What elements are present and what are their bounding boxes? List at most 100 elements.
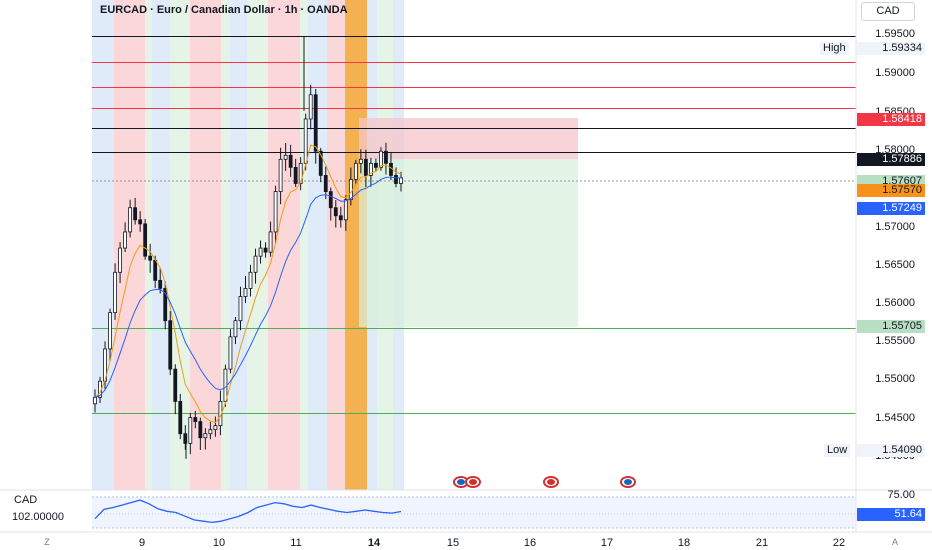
candle-body xyxy=(153,259,158,281)
time-label: 21 xyxy=(755,537,769,549)
candle-body xyxy=(369,162,373,176)
candle-body xyxy=(143,223,148,257)
candle-body xyxy=(358,158,363,164)
price-tick: 1.55500 xyxy=(875,335,915,347)
time-label: 16 xyxy=(523,537,537,549)
orange-price-tag: 1.57570 xyxy=(857,184,925,197)
candle-body xyxy=(399,177,403,184)
low-label: Low xyxy=(824,444,851,457)
candle-body xyxy=(298,162,303,184)
candle-body xyxy=(213,425,218,431)
event-flag-icon[interactable] xyxy=(465,476,481,488)
price-tick: 1.54500 xyxy=(875,412,915,424)
candle-body xyxy=(223,368,228,402)
candle-body xyxy=(338,215,343,221)
session-zone xyxy=(190,0,221,490)
candle-body xyxy=(283,154,288,160)
time-label: 17 xyxy=(600,537,614,549)
price-tick: 1.56000 xyxy=(875,297,915,309)
black-level-tag[interactable]: 1.57886 xyxy=(857,153,925,166)
canada-flag-icon[interactable] xyxy=(543,476,559,488)
session-zones xyxy=(92,0,404,490)
candle-body xyxy=(108,312,112,350)
candle-body xyxy=(93,396,97,405)
candle-body xyxy=(278,158,283,192)
candle-body xyxy=(288,154,293,168)
eu-flag-icon[interactable] xyxy=(620,476,636,488)
oscillator-band xyxy=(92,497,856,528)
candle-body xyxy=(208,429,213,435)
price-tick: 1.55000 xyxy=(875,373,915,385)
session-zone xyxy=(145,0,152,490)
candle-body xyxy=(384,150,388,164)
red-level-tag[interactable]: 1.58418 xyxy=(857,113,925,126)
candle-body xyxy=(178,401,183,435)
low-price-tag: 1.54090 xyxy=(857,444,925,457)
candle-body xyxy=(303,118,308,164)
candle-body xyxy=(253,255,258,273)
candle-body xyxy=(193,417,198,422)
oscillator-level-label: 75.00 xyxy=(887,489,915,501)
candle-body xyxy=(158,279,163,289)
oscillator-value-tag: 51.64 xyxy=(857,508,925,521)
candle-body xyxy=(203,433,208,439)
candle-body xyxy=(348,179,353,201)
candle-body xyxy=(148,255,153,261)
session-zone xyxy=(268,0,300,490)
oscillator-line xyxy=(94,499,402,524)
candle-body xyxy=(113,271,117,314)
take-profit-zone[interactable] xyxy=(359,159,578,327)
candle-body xyxy=(273,191,278,233)
candle-body xyxy=(343,199,348,221)
session-zone xyxy=(327,0,345,490)
candle-body xyxy=(228,336,233,370)
green-level-tag[interactable]: 1.55705 xyxy=(857,320,925,333)
candle-body xyxy=(328,191,333,209)
candle-body xyxy=(379,150,383,168)
candle-body xyxy=(394,175,398,184)
candle-body xyxy=(353,162,358,180)
chart-title: EURCAD · Euro / Canadian Dollar · 1h · O… xyxy=(100,4,348,16)
candle-body xyxy=(313,94,318,152)
candle-body xyxy=(318,150,323,176)
candle-body xyxy=(258,247,263,257)
candle-body xyxy=(173,368,178,402)
candle-body xyxy=(128,207,133,233)
candle-body xyxy=(238,296,243,322)
price-tick: 1.57000 xyxy=(875,221,915,233)
candle-body xyxy=(198,421,203,439)
ema-slow-line xyxy=(94,176,401,398)
candle-body xyxy=(263,247,268,253)
candle-body xyxy=(138,219,143,225)
candle-body xyxy=(374,162,378,168)
price-tick: 1.59500 xyxy=(875,28,915,40)
session-zone xyxy=(230,0,247,490)
candle-body xyxy=(188,417,193,444)
session-zone xyxy=(300,0,308,490)
time-label: 14 xyxy=(367,537,381,549)
oscillator-currency: CAD xyxy=(14,494,38,506)
high-label: High xyxy=(820,42,849,55)
time-label: 9 xyxy=(138,537,146,549)
session-zone xyxy=(92,0,114,490)
candle-body xyxy=(133,207,138,221)
oscillator-scale-value: 102.00000 xyxy=(12,511,64,523)
candle-body xyxy=(118,247,122,273)
time-axis-corner[interactable]: Z xyxy=(44,537,50,547)
currency-button[interactable]: CAD xyxy=(861,2,915,21)
auto-scale-button[interactable]: A xyxy=(891,537,899,547)
candle-body xyxy=(363,158,368,176)
candle-body xyxy=(268,231,273,253)
high-price-tag: 1.59334 xyxy=(857,42,925,55)
session-zone xyxy=(152,0,170,490)
candles xyxy=(93,35,403,459)
candle-body xyxy=(163,288,168,322)
candle-body xyxy=(323,175,328,192)
time-label: 11 xyxy=(290,537,302,549)
candle-body xyxy=(243,288,248,297)
time-label: 10 xyxy=(212,537,226,549)
time-label: 18 xyxy=(677,537,691,549)
session-zone xyxy=(247,0,268,490)
